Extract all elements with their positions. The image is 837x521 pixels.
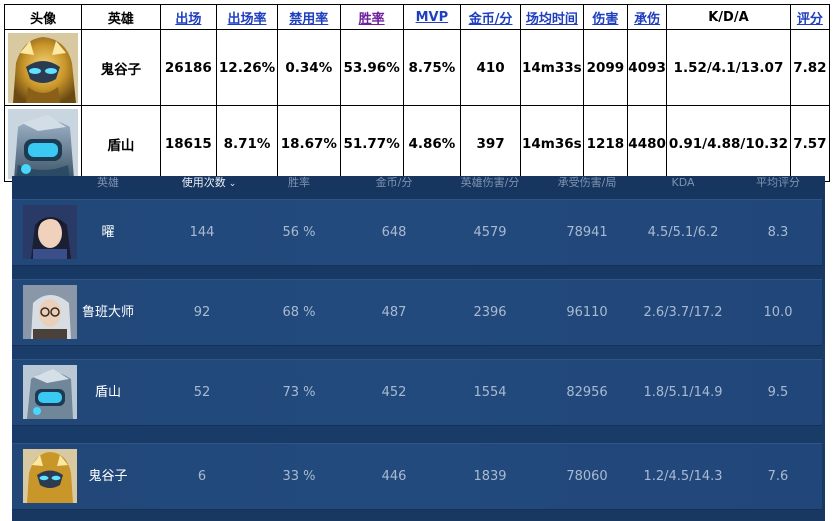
col-header-hero: 英雄 xyxy=(81,4,161,30)
col-header-gold-per-min[interactable]: 金币/分 xyxy=(460,4,521,30)
win-rate-value: 51.77% xyxy=(339,105,404,182)
win-rate-value: 56 % xyxy=(282,225,316,240)
win-rate-value: 53.96% xyxy=(339,29,404,106)
win-rate-value: 68 % xyxy=(282,305,316,320)
score-value: 7.82 xyxy=(789,29,831,106)
kda-value: 2.6/3.7/17.2 xyxy=(643,305,723,320)
gold-per-min-value: 410 xyxy=(460,29,521,106)
ban-rate-value: 0.34% xyxy=(276,29,341,106)
list-item[interactable]: 曜 144 56 % 648 4579 78941 4.5/5.1/6.2 8.… xyxy=(12,199,822,266)
col-header-ban-rate[interactable]: 禁用率 xyxy=(276,4,341,30)
table-row: 盾山 18615 8.71% 18.67% 51.77% 4.86% 397 1… xyxy=(3,105,831,182)
hero-name: 鬼谷子 xyxy=(88,469,128,484)
mvp-value: 8.75% xyxy=(402,29,462,106)
col-header-win-rate[interactable]: 胜率 xyxy=(339,4,404,30)
damage-value: 2099 xyxy=(582,29,629,106)
col-header-damage-taken[interactable]: 承伤 xyxy=(627,4,668,30)
avg-time-value: 14m36s xyxy=(519,105,584,182)
score-value: 8.3 xyxy=(767,225,789,240)
list-item[interactable]: 鲁班大师 92 68 % 487 2396 96110 2.6/3.7/17.2… xyxy=(12,279,822,346)
uses-value: 6 xyxy=(197,469,207,484)
header-uses-sort[interactable]: 使用次数 ⌄ xyxy=(182,176,237,191)
score-value: 9.5 xyxy=(767,385,789,400)
win-rate-value: 33 % xyxy=(282,469,316,484)
appearances-value: 18615 xyxy=(159,105,218,182)
guiguzi-portrait-icon xyxy=(23,449,77,503)
mvp-value: 4.86% xyxy=(402,105,462,182)
avatar-cell xyxy=(3,29,83,106)
damage-taken-value: 4480 xyxy=(627,105,668,182)
header-win-rate[interactable]: 胜率 xyxy=(288,176,310,189)
personal-hero-stats-panel: 英雄 使用次数 ⌄ 胜率 金币/分 英雄伤害/分 承受伤害/局 KDA 平均评分 … xyxy=(12,176,825,521)
list-item[interactable]: 鬼谷子 6 33 % 446 1839 78060 1.2/4.5/14.3 7… xyxy=(12,443,822,510)
kda-value: 1.52/4.1/13.07 xyxy=(666,29,791,106)
hero-name: 曜 xyxy=(101,225,115,240)
table-row: 鬼谷子 26186 12.26% 0.34% 53.96% 8.75% 410 … xyxy=(3,29,831,106)
col-header-pick-rate[interactable]: 出场率 xyxy=(216,4,278,30)
dunshan-portrait-icon xyxy=(8,108,79,179)
win-rate-value: 73 % xyxy=(282,385,316,400)
damage-taken-value: 4093 xyxy=(627,29,668,106)
gold-per-min-value: 397 xyxy=(460,105,521,182)
uses-value: 52 xyxy=(193,385,211,400)
gold-value: 452 xyxy=(381,385,407,400)
hero-stats-table: 头像 英雄 出场 出场率 禁用率 胜率 MVP 金币/分 场均时间 伤害 承伤 … xyxy=(3,4,831,182)
uses-value: 144 xyxy=(189,225,215,240)
uses-value: 92 xyxy=(193,305,211,320)
taken-value: 78060 xyxy=(566,469,608,484)
damage-value: 1839 xyxy=(473,469,507,484)
pick-rate-value: 8.71% xyxy=(216,105,278,182)
list-item[interactable]: 盾山 52 73 % 452 1554 82956 1.8/5.1/14.9 9… xyxy=(12,359,822,426)
gold-value: 446 xyxy=(381,469,407,484)
avatar-cell xyxy=(3,105,83,182)
yao-portrait-icon xyxy=(23,205,77,259)
hero-name: 鲁班大师 xyxy=(81,305,135,320)
col-header-avatar: 头像 xyxy=(3,4,83,30)
gold-value: 648 xyxy=(381,225,407,240)
col-header-damage[interactable]: 伤害 xyxy=(582,4,629,30)
hero-name: 盾山 xyxy=(81,105,161,182)
hero-name: 鬼谷子 xyxy=(81,29,161,106)
col-header-score[interactable]: 评分 xyxy=(789,4,831,30)
kda-value: 0.91/4.88/10.32 xyxy=(666,105,791,182)
kda-value: 4.5/5.1/6.2 xyxy=(647,225,719,240)
col-header-appearances[interactable]: 出场 xyxy=(159,4,218,30)
appearances-value: 26186 xyxy=(159,29,218,106)
damage-value: 1218 xyxy=(582,105,629,182)
score-value: 10.0 xyxy=(763,305,793,320)
header-score[interactable]: 平均评分 xyxy=(756,176,800,189)
score-value: 7.6 xyxy=(767,469,789,484)
header-kda[interactable]: KDA xyxy=(671,176,695,189)
dunshan-portrait-icon xyxy=(23,365,77,419)
avg-time-value: 14m33s xyxy=(519,29,584,106)
taken-value: 78941 xyxy=(566,225,608,240)
damage-value: 4579 xyxy=(473,225,507,240)
col-header-avg-time[interactable]: 场均时间 xyxy=(519,4,584,30)
score-value: 7.57 xyxy=(789,105,831,182)
damage-value: 1554 xyxy=(473,385,507,400)
col-header-mvp[interactable]: MVP xyxy=(402,4,462,30)
kda-value: 1.8/5.1/14.9 xyxy=(643,385,723,400)
luban-dashi-portrait-icon xyxy=(23,285,77,339)
damage-value: 2396 xyxy=(473,305,507,320)
header-taken[interactable]: 承受伤害/局 xyxy=(557,176,617,189)
header-hero: 英雄 xyxy=(97,176,119,189)
taken-value: 82956 xyxy=(566,385,608,400)
chevron-down-icon: ⌄ xyxy=(228,179,237,189)
taken-value: 96110 xyxy=(566,305,608,320)
table-header-row: 头像 英雄 出场 出场率 禁用率 胜率 MVP 金币/分 场均时间 伤害 承伤 … xyxy=(3,4,831,30)
header-uses-label: 使用次数 xyxy=(181,176,226,189)
header-damage[interactable]: 英雄伤害/分 xyxy=(460,176,520,189)
header-gold[interactable]: 金币/分 xyxy=(375,176,413,189)
hero-name: 盾山 xyxy=(94,385,122,400)
panel-header-row: 英雄 使用次数 ⌄ 胜率 金币/分 英雄伤害/分 承受伤害/局 KDA 平均评分 xyxy=(12,176,825,190)
guiguzi-portrait-icon xyxy=(8,32,79,103)
kda-value: 1.2/4.5/14.3 xyxy=(643,469,723,484)
pick-rate-value: 12.26% xyxy=(216,29,278,106)
gold-value: 487 xyxy=(381,305,407,320)
ban-rate-value: 18.67% xyxy=(276,105,341,182)
col-header-kda: K/D/A xyxy=(666,4,791,30)
